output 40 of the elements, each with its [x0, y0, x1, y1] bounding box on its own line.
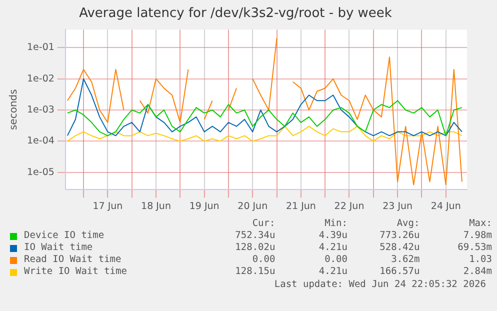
text: 166.57u	[378, 266, 420, 278]
text: 7.98m	[462, 230, 492, 242]
legend-label: Read IO Wait time	[23, 254, 122, 266]
x-tick-label: 19 Jun	[189, 200, 220, 212]
text: 0.00	[251, 254, 276, 266]
x-tick-label: 23 Jun	[382, 200, 413, 212]
y-axis-title: seconds	[8, 89, 20, 130]
text: 773.26u	[378, 230, 420, 242]
text: 752.34u	[234, 230, 276, 242]
text: Max:	[468, 218, 492, 230]
text: Last update: Wed Jun 24 22:05:32 2026	[273, 279, 487, 290]
legend-label: Device IO time	[23, 230, 106, 242]
text: 4.21u	[318, 242, 348, 254]
text: 128.02u	[234, 242, 276, 254]
text: 0.00	[324, 254, 348, 266]
text: 528.42u	[378, 242, 420, 254]
x-tick-label: 22 Jun	[334, 200, 364, 212]
y-tick-label: 1e-05	[27, 166, 54, 178]
chart-title: Average latency for /dev/k3s2-vg/root - by week	[79, 6, 392, 22]
y-tick-label: 1e-03	[27, 104, 54, 116]
text: 128.15u	[234, 266, 276, 278]
text: Cur:	[251, 218, 276, 230]
y-tick-label: 1e-01	[27, 42, 54, 54]
x-tick-label: 20 Jun	[238, 200, 268, 212]
text: Min:	[324, 218, 348, 230]
y-tick-label: 1e-02	[27, 73, 54, 84]
text: 1.03	[468, 254, 492, 266]
x-tick-label: 17 Jun	[92, 200, 123, 212]
text: 4.21u	[318, 266, 348, 278]
text: 2.84m	[462, 266, 492, 278]
text: Avg:	[396, 218, 420, 230]
legend-label: IO Wait time	[23, 242, 94, 254]
x-tick-label: 18 Jun	[141, 200, 171, 212]
text: 4.39u	[318, 230, 348, 242]
legend-label: Write IO Wait time	[23, 266, 128, 278]
x-tick-label: 24 Jun	[430, 200, 461, 212]
text: 3.62m	[390, 254, 420, 266]
text: 69.53m	[456, 242, 492, 254]
x-tick-label: 21 Jun	[286, 200, 316, 212]
y-tick-label: 1e-04	[27, 136, 54, 147]
